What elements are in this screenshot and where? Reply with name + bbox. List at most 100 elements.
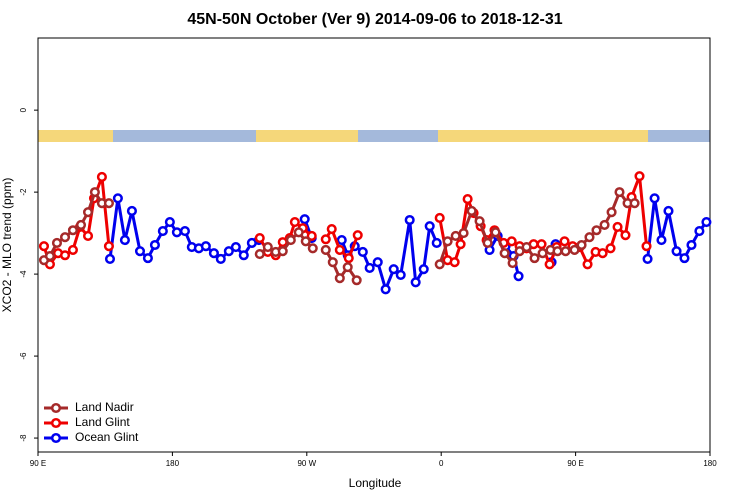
point (96, 171, 107, 183)
y-axis-label: XCO2 - MLO trend (ppm) (0, 178, 14, 313)
point (634, 171, 645, 182)
point (293, 227, 304, 238)
point (395, 269, 406, 280)
point (612, 221, 623, 233)
point (351, 275, 362, 286)
point (576, 239, 587, 251)
point (537, 248, 548, 259)
point (629, 198, 640, 209)
point (38, 241, 50, 252)
legend-label: Land Glint (75, 415, 130, 429)
land-band (438, 130, 648, 142)
point (119, 235, 130, 246)
point (449, 257, 460, 268)
point (513, 271, 524, 282)
land-band (256, 130, 358, 142)
point (597, 248, 608, 259)
point (466, 205, 477, 217)
point (307, 243, 318, 254)
point (262, 241, 273, 253)
point (431, 237, 442, 249)
legend-marker (50, 432, 62, 444)
point (320, 234, 331, 245)
point (490, 227, 501, 238)
point (649, 193, 660, 204)
point (82, 230, 94, 242)
point (559, 236, 570, 247)
point (462, 194, 473, 205)
point (410, 277, 421, 288)
point (51, 237, 63, 249)
point (238, 250, 249, 261)
point (620, 230, 631, 241)
point (536, 239, 547, 250)
point (560, 246, 571, 257)
point (507, 257, 518, 269)
point (300, 236, 311, 247)
chart-title: 45N-50N October (Ver 9) 2014-09-06 to 20… (187, 11, 562, 28)
point (306, 230, 317, 242)
point (584, 232, 595, 243)
point (75, 219, 87, 230)
point (582, 259, 593, 270)
map-strip (38, 130, 710, 142)
point (326, 223, 337, 235)
point (104, 253, 116, 264)
point (474, 216, 485, 227)
point (499, 248, 510, 259)
point (103, 241, 114, 252)
point (320, 244, 331, 255)
point (89, 187, 100, 198)
point (254, 232, 265, 244)
point (388, 264, 399, 275)
y-tick-label: -8 (19, 434, 28, 442)
point (372, 257, 383, 268)
point (686, 239, 697, 251)
series (38, 187, 640, 286)
point (149, 239, 160, 251)
point (299, 214, 310, 225)
point (599, 219, 610, 230)
x-tick-label: 90 E (567, 459, 583, 468)
x-tick-label: 0 (439, 459, 444, 468)
point (67, 225, 78, 236)
point (606, 207, 617, 218)
point (44, 251, 55, 262)
point (215, 253, 226, 264)
point (142, 253, 153, 264)
point (285, 235, 296, 246)
point (380, 284, 391, 295)
point (59, 250, 71, 261)
land-band (38, 130, 113, 142)
point (679, 253, 690, 264)
y-tick-label: -6 (19, 352, 28, 360)
point (289, 216, 300, 228)
point (134, 246, 146, 257)
point (514, 246, 525, 257)
point (200, 241, 211, 252)
point (663, 205, 674, 217)
point (334, 244, 345, 255)
point (506, 236, 517, 247)
point (641, 241, 652, 252)
point (450, 230, 461, 242)
point (569, 244, 580, 255)
x-axis-label: Longitude (349, 476, 402, 490)
y-tick-label: -4 (19, 270, 28, 278)
series (104, 193, 712, 295)
x-tick-label: 180 (703, 459, 717, 468)
legend-label: Land Nadir (75, 400, 134, 414)
point (434, 212, 445, 223)
point (230, 241, 241, 253)
point (179, 226, 190, 237)
point (357, 246, 368, 258)
point (605, 243, 616, 254)
legend-marker (50, 417, 62, 429)
point (277, 246, 288, 257)
point (223, 246, 234, 257)
x-tick-label: 90 W (297, 459, 316, 468)
point (424, 221, 435, 232)
point (342, 262, 353, 273)
point (208, 248, 219, 259)
